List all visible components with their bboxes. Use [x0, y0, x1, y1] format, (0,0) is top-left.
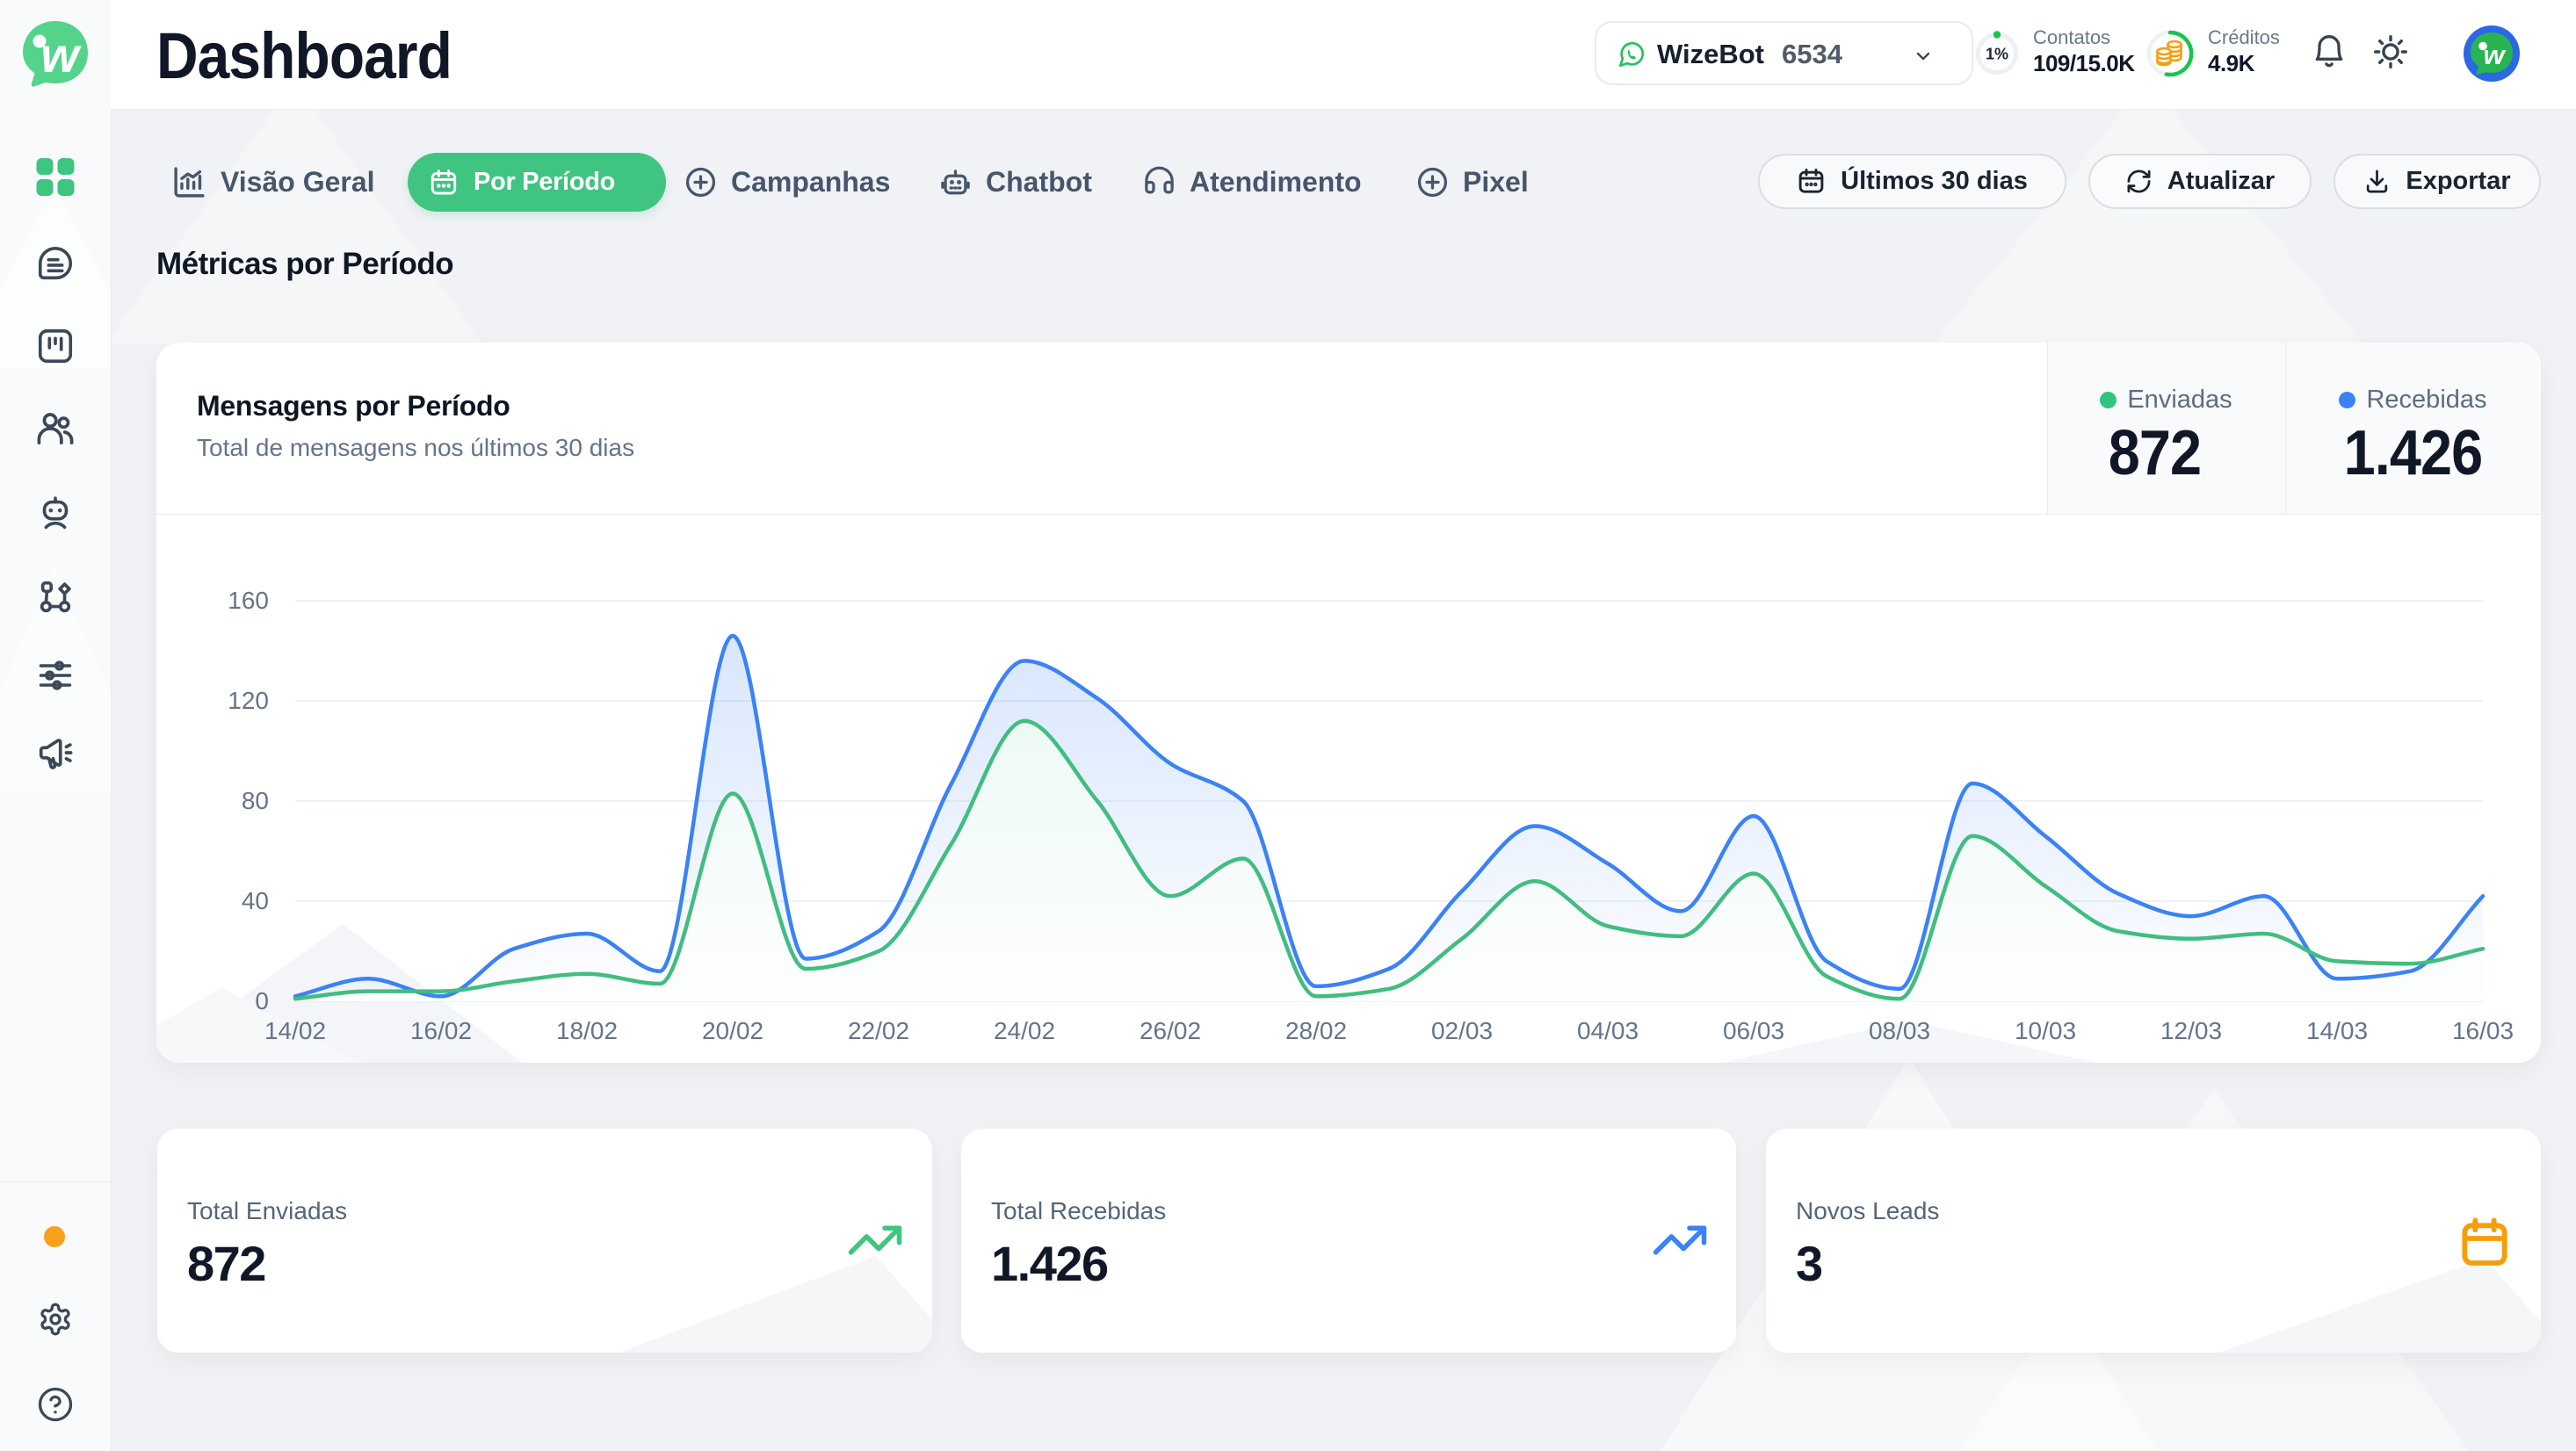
svg-text:14/03: 14/03 [2306, 1017, 2368, 1044]
svg-text:14/02: 14/02 [264, 1017, 326, 1044]
svg-text:28/02: 28/02 [1285, 1017, 1347, 1044]
svg-text:20/02: 20/02 [702, 1017, 763, 1044]
svg-text:18/02: 18/02 [556, 1017, 618, 1044]
svg-text:12/03: 12/03 [2160, 1017, 2222, 1044]
svg-text:26/02: 26/02 [1140, 1017, 1201, 1044]
svg-text:10/03: 10/03 [2015, 1017, 2076, 1044]
svg-text:24/02: 24/02 [994, 1017, 1055, 1044]
svg-text:w: w [40, 27, 82, 83]
svg-text:160: 160 [228, 587, 269, 614]
svg-text:16/02: 16/02 [410, 1017, 472, 1044]
svg-text:02/03: 02/03 [1431, 1017, 1493, 1044]
svg-text:04/03: 04/03 [1577, 1017, 1639, 1044]
svg-text:0: 0 [255, 987, 269, 1014]
svg-text:w: w [2483, 40, 2506, 70]
svg-text:08/03: 08/03 [1869, 1017, 1930, 1044]
svg-text:120: 120 [228, 687, 269, 714]
svg-text:06/03: 06/03 [1723, 1017, 1784, 1044]
svg-text:40: 40 [242, 887, 269, 914]
svg-text:22/02: 22/02 [848, 1017, 909, 1044]
svg-text:80: 80 [242, 787, 269, 814]
svg-text:1%: 1% [1986, 46, 2008, 63]
svg-text:16/03: 16/03 [2452, 1017, 2514, 1044]
